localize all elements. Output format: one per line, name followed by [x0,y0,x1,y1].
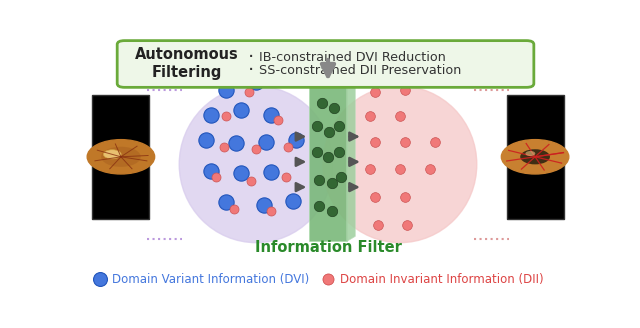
Ellipse shape [323,86,477,243]
Bar [92,95,150,219]
Circle shape [525,151,535,156]
FancyBboxPatch shape [117,41,534,87]
Text: SS-constrained DII Preservation: SS-constrained DII Preservation [259,64,461,77]
Text: Information Filter: Information Filter [255,240,401,255]
Text: ·: · [248,48,254,67]
Circle shape [87,140,155,174]
Polygon shape [309,86,347,241]
Polygon shape [309,81,355,86]
Circle shape [501,140,569,174]
Polygon shape [347,81,355,241]
Circle shape [101,147,141,167]
Text: Autonomous
Filtering: Autonomous Filtering [135,47,239,80]
Ellipse shape [179,86,333,243]
Text: Domain Invariant Information (DII): Domain Invariant Information (DII) [340,273,544,286]
Text: IB-constrained DVI Reduction: IB-constrained DVI Reduction [259,51,445,64]
Text: Domain Variant Information (DVI): Domain Variant Information (DVI) [112,273,310,286]
Circle shape [103,150,121,159]
Bar [507,95,564,219]
Text: ·: · [248,61,254,80]
Circle shape [520,149,550,164]
